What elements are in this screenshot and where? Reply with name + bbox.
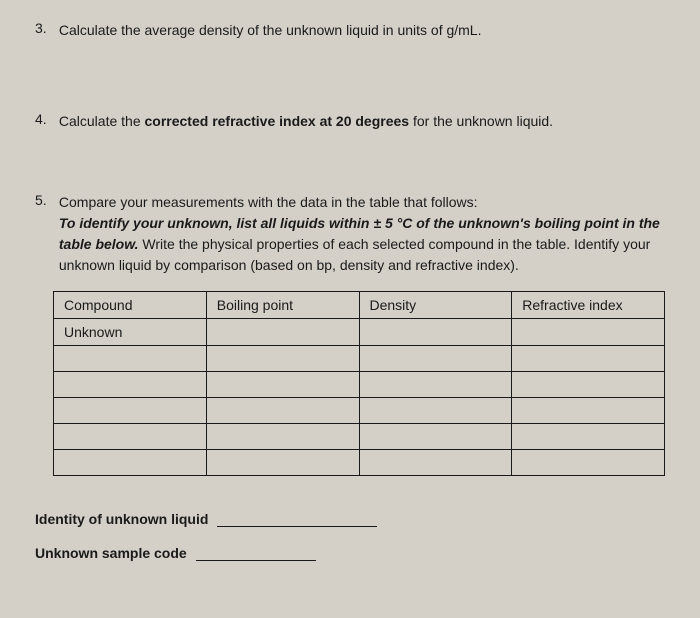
- table-row: [54, 346, 665, 372]
- table-row: [54, 398, 665, 424]
- question-3-text: Calculate the average density of the unk…: [59, 20, 664, 41]
- comparison-table: Compound Boiling point Density Refractiv…: [53, 291, 665, 476]
- question-4-text-after: for the unknown liquid.: [409, 113, 553, 129]
- question-5-line2-after: Write the physical properties of each se…: [59, 236, 650, 273]
- cell-compound: Unknown: [54, 319, 207, 346]
- question-4-text-bold: corrected refractive index at 20 degrees: [145, 113, 410, 129]
- header-boiling-point: Boiling point: [206, 292, 359, 319]
- cell-compound: [54, 450, 207, 476]
- question-3: 3. Calculate the average density of the …: [35, 20, 665, 41]
- sample-code-label: Unknown sample code: [35, 545, 187, 561]
- cell-density: [359, 346, 512, 372]
- table-row: [54, 372, 665, 398]
- cell-compound: [54, 372, 207, 398]
- cell-density: [359, 319, 512, 346]
- cell-ri: [512, 424, 665, 450]
- cell-bp: [206, 319, 359, 346]
- sample-code-blank: [196, 560, 316, 561]
- cell-bp: [206, 450, 359, 476]
- question-5-line1: Compare your measurements with the data …: [59, 194, 478, 210]
- cell-compound: [54, 424, 207, 450]
- table-header-row: Compound Boiling point Density Refractiv…: [54, 292, 665, 319]
- identity-blank: [217, 526, 377, 527]
- cell-ri: [512, 398, 665, 424]
- cell-compound: [54, 398, 207, 424]
- identity-line: Identity of unknown liquid: [35, 511, 665, 527]
- table-row: [54, 450, 665, 476]
- footer-section: Identity of unknown liquid Unknown sampl…: [35, 511, 665, 561]
- header-compound: Compound: [54, 292, 207, 319]
- question-5-text: Compare your measurements with the data …: [59, 192, 664, 276]
- question-3-number: 3.: [35, 20, 55, 36]
- cell-bp: [206, 398, 359, 424]
- cell-ri: [512, 372, 665, 398]
- question-4-text: Calculate the corrected refractive index…: [59, 111, 664, 132]
- identity-label: Identity of unknown liquid: [35, 511, 208, 527]
- question-5: 5. Compare your measurements with the da…: [35, 192, 665, 276]
- cell-compound: [54, 346, 207, 372]
- cell-bp: [206, 346, 359, 372]
- cell-bp: [206, 424, 359, 450]
- cell-ri: [512, 319, 665, 346]
- cell-bp: [206, 372, 359, 398]
- cell-density: [359, 398, 512, 424]
- question-4-text-before: Calculate the: [59, 113, 145, 129]
- header-density: Density: [359, 292, 512, 319]
- cell-density: [359, 450, 512, 476]
- cell-density: [359, 372, 512, 398]
- sample-code-line: Unknown sample code: [35, 545, 665, 561]
- table-row: [54, 424, 665, 450]
- question-4-number: 4.: [35, 111, 55, 127]
- header-refractive-index: Refractive index: [512, 292, 665, 319]
- table-row: Unknown: [54, 319, 665, 346]
- cell-density: [359, 424, 512, 450]
- cell-ri: [512, 450, 665, 476]
- cell-ri: [512, 346, 665, 372]
- question-5-number: 5.: [35, 192, 55, 208]
- question-4: 4. Calculate the corrected refractive in…: [35, 111, 665, 132]
